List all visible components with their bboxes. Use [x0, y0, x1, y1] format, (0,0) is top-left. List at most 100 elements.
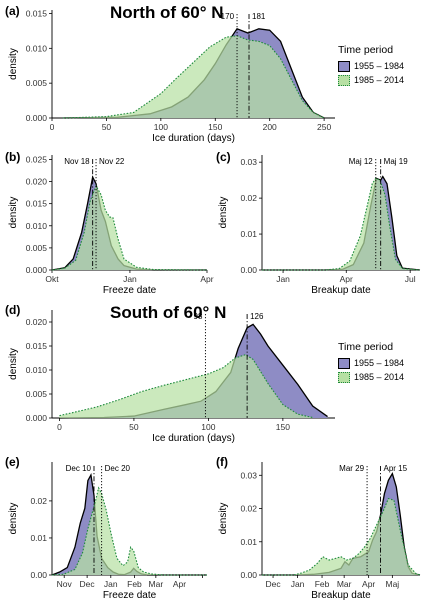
- x-tick-label: 100: [154, 122, 168, 132]
- panel-c-tag: (c): [216, 150, 231, 164]
- median-label: Maj 12: [349, 157, 374, 166]
- x-axis-label: Ice duration (days): [152, 133, 235, 144]
- y-axis-label: density: [8, 197, 19, 229]
- panel-a-tag: (a): [5, 4, 20, 18]
- median-label: Maj 19: [384, 157, 409, 166]
- panel-c: 0.00 0.01 0.02 0.03 Jan Apr Jul Breakup date den…: [218, 155, 421, 296]
- x-tick-label: Dec: [265, 579, 281, 589]
- x-tick-label: 150: [208, 122, 222, 132]
- legend-item-period2: 1985 – 2014: [338, 73, 404, 87]
- panel-a-region-title: North of 60° N: [110, 3, 224, 22]
- y-tick-label: 0.00: [30, 570, 47, 580]
- legend-item-period1: 1955 – 1984: [338, 59, 404, 73]
- y-tick-label: 0.000: [26, 113, 48, 123]
- median-label: 170: [221, 12, 235, 21]
- y-tick-label: 0.020: [26, 317, 48, 327]
- median-label: Mar 29: [339, 464, 364, 473]
- y-axis-label: density: [8, 348, 19, 380]
- y-tick-label: 0.000: [26, 265, 48, 275]
- legend-swatch-period2: [338, 74, 350, 86]
- y-tick-label: 0.010: [26, 43, 48, 53]
- x-tick-label: 250: [317, 122, 331, 132]
- legend-swatch-period2: [338, 371, 350, 383]
- legend-bottom: Time period 1955 – 1984 1985 – 2014: [338, 341, 404, 384]
- x-axis-label: Freeze date: [103, 285, 157, 296]
- x-tick-label: Jan: [291, 579, 305, 589]
- x-tick-label: Jul: [405, 274, 416, 284]
- y-tick-label: 0.015: [26, 199, 48, 209]
- y-axis-label: density: [8, 503, 19, 535]
- x-tick-label: 0: [50, 122, 55, 132]
- y-tick-label: 0.01: [240, 537, 257, 547]
- x-axis-label: Breakup date: [311, 590, 371, 600]
- density-line-period2: [59, 354, 313, 419]
- median-label: 126: [250, 312, 264, 321]
- x-axis-label: Freeze date: [103, 590, 157, 600]
- median-label: Dec 20: [105, 464, 131, 473]
- median-label: Apr 15: [384, 464, 408, 473]
- panel-d-tag: (d): [5, 303, 21, 317]
- density-area-period2: [62, 35, 325, 119]
- density-line-period2: [262, 177, 421, 271]
- legend-label-period1: 1955 – 1984: [354, 61, 405, 71]
- x-tick-label: 50: [129, 422, 139, 432]
- y-axis-label: density: [8, 48, 19, 80]
- x-tick-label: 0: [57, 422, 62, 432]
- x-tick-label: Feb: [127, 579, 142, 589]
- y-tick-label: 0.02: [240, 193, 257, 203]
- x-tick-label: Mar: [149, 579, 164, 589]
- x-tick-label: Dec: [80, 579, 96, 589]
- x-tick-label: Okt: [45, 274, 59, 284]
- panel-d: 0.000 0.005 0.010 0.015 0.020 0 50 100 150 Ice du…: [8, 310, 335, 444]
- y-tick-label: 0.005: [26, 243, 48, 253]
- y-tick-label: 0.005: [26, 78, 48, 88]
- y-tick-label: 0.00: [240, 570, 257, 580]
- panel-b: 0.000 0.005 0.010 0.015 0.020 0.025 Okt Jan Apr F…: [8, 154, 214, 296]
- y-tick-label: 0.015: [26, 8, 48, 18]
- legend-item-period2: 1985 – 2014: [338, 370, 404, 384]
- y-tick-label: 0.015: [26, 341, 48, 351]
- x-tick-label: Apr: [200, 274, 213, 284]
- y-tick-label: 0.02: [30, 496, 47, 506]
- legend-swatch-period1: [338, 60, 350, 72]
- median-label: Dec 10: [66, 464, 92, 473]
- x-tick-label: Feb: [315, 579, 330, 589]
- x-tick-label: 100: [201, 422, 215, 432]
- panel-f: 0.00 0.01 0.02 0.03 Dec Jan Feb Mar Apr Maj Breaku…: [218, 462, 421, 600]
- panel-f-tag: (f): [216, 455, 228, 469]
- density-line-period2: [262, 497, 421, 576]
- x-tick-label: Mar: [337, 579, 352, 589]
- y-tick-label: 0.025: [26, 154, 48, 164]
- legend-top: Time period 1955 – 1984 1985 – 2014: [338, 44, 404, 87]
- y-tick-label: 0.000: [26, 413, 48, 423]
- y-tick-label: 0.005: [26, 389, 48, 399]
- x-tick-label: Apr: [173, 579, 186, 589]
- legend-label-period1: 1955 – 1984: [354, 358, 405, 368]
- median-label: 98: [194, 312, 203, 321]
- x-tick-label: 150: [276, 422, 290, 432]
- y-tick-label: 0.03: [240, 157, 257, 167]
- density-line-period1: [262, 175, 421, 271]
- x-tick-label: Maj: [385, 579, 399, 589]
- median-label: 181: [252, 12, 266, 21]
- y-tick-label: 0.00: [240, 265, 257, 275]
- legend-swatch-period1: [338, 357, 350, 369]
- panel-a: 0.000 0.005 0.010 0.015 0 50 100 150 200 250 Ice d…: [8, 8, 335, 144]
- y-axis-label: density: [218, 197, 229, 229]
- panel-e: 0.00 0.01 0.02 Nov Dec Jan Feb Mar Apr Freeze dat…: [8, 462, 207, 600]
- legend-label-period2: 1985 – 2014: [354, 372, 405, 382]
- y-tick-label: 0.03: [240, 470, 257, 480]
- y-axis-label: density: [218, 503, 229, 535]
- y-tick-label: 0.010: [26, 365, 48, 375]
- x-tick-label: Apr: [340, 274, 353, 284]
- panel-e-tag: (e): [5, 455, 20, 469]
- x-tick-label: Jan: [276, 274, 290, 284]
- density-line-period2: [51, 184, 208, 271]
- legend-title: Time period: [338, 341, 394, 353]
- density-area-period2: [52, 487, 207, 575]
- panel-d-region-title: South of 60° N: [110, 303, 227, 322]
- x-axis-label: Ice duration (days): [152, 433, 235, 444]
- y-tick-label: 0.01: [30, 533, 47, 543]
- density-area-period2: [59, 354, 313, 418]
